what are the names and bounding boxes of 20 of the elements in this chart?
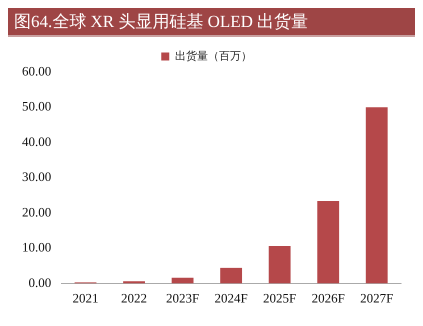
y-tick-label: 10.00: [22, 240, 52, 255]
bar: [220, 268, 242, 284]
y-tick-label: 20.00: [22, 204, 52, 220]
x-tick-label: 2025F: [263, 290, 296, 306]
chart-title: 图64.全球 XR 头显用硅基 OLED 出货量: [8, 8, 415, 37]
x-tick-label: 2021: [72, 290, 99, 306]
y-tick-label: 50.00: [22, 98, 52, 114]
x-tick-label: 2026F: [312, 290, 345, 306]
y-tick-label: 30.00: [22, 169, 52, 184]
x-tick-label: 2027F: [360, 290, 394, 306]
bar: [366, 107, 388, 284]
legend-label: 出货量（百万）: [174, 49, 252, 62]
y-tick-label: 40.00: [22, 134, 52, 149]
x-tick-label: 2024F: [214, 290, 248, 306]
y-tick-label: 60.00: [22, 63, 52, 78]
y-tick-label: 0.00: [28, 274, 52, 290]
bar: [268, 246, 291, 284]
bar: [317, 200, 340, 284]
x-tick-label: 2022: [121, 290, 148, 306]
x-tick-label: 2023F: [166, 290, 200, 306]
